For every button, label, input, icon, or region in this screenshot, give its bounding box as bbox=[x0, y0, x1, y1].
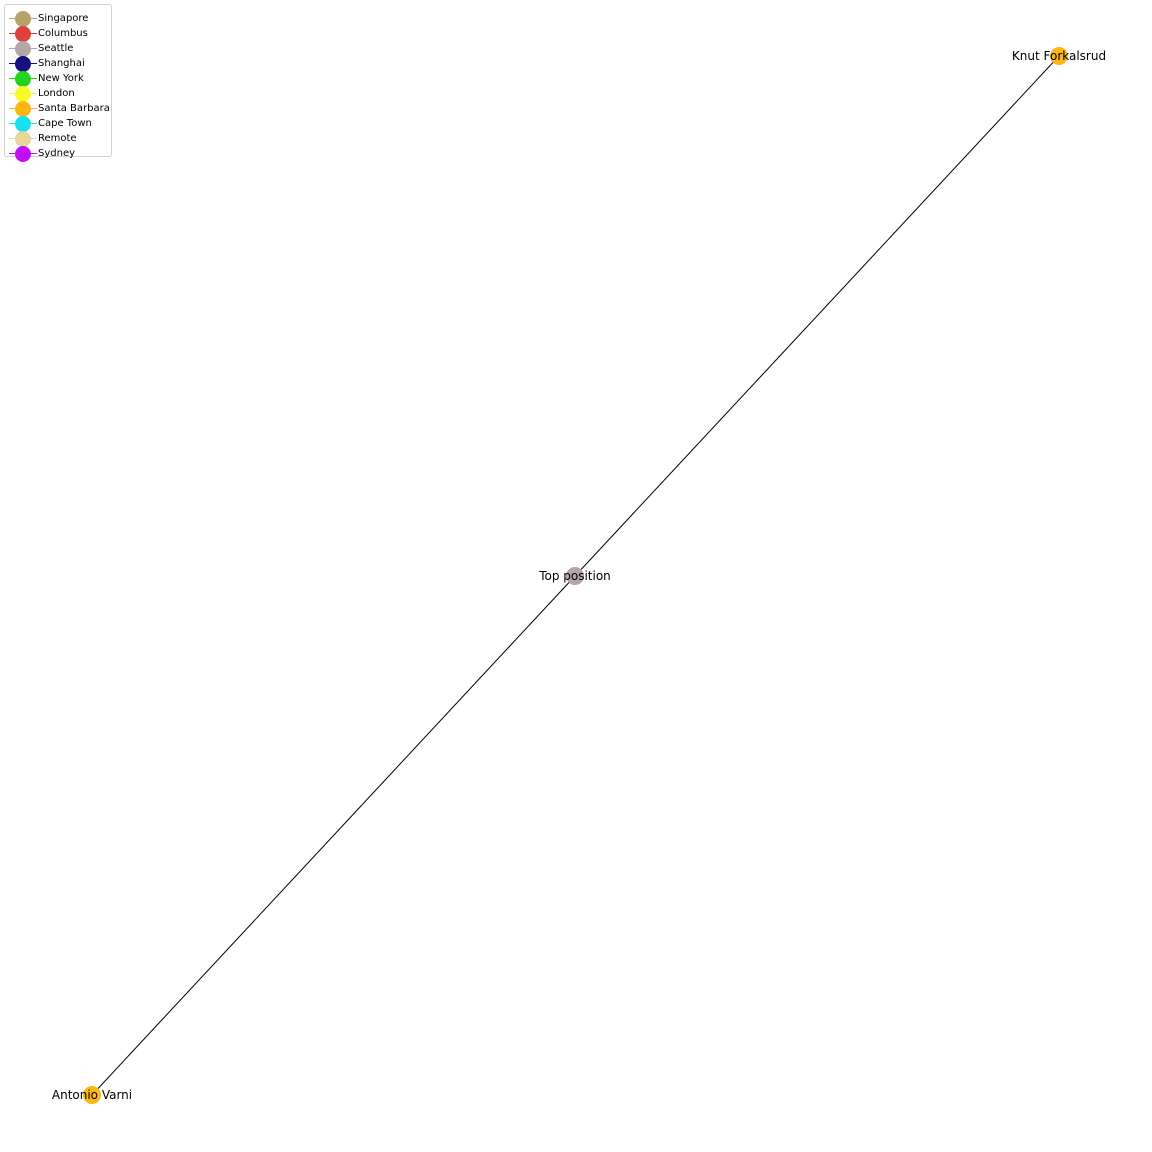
legend-item-remote: Remote bbox=[5, 131, 111, 147]
legend-label: Columbus bbox=[38, 28, 88, 39]
legend-marker-icon bbox=[15, 56, 31, 72]
legend-item-seattle: Seattle bbox=[5, 41, 111, 57]
legend-item-new-york: New York bbox=[5, 71, 111, 87]
legend-label: London bbox=[38, 88, 75, 99]
legend-marker-icon bbox=[15, 146, 31, 162]
node-top bbox=[566, 567, 584, 585]
legend-item-shanghai: Shanghai bbox=[5, 56, 111, 72]
legend-marker-icon bbox=[15, 131, 31, 147]
node-label-antonio: Antonio Varni bbox=[52, 1088, 132, 1102]
legend-marker-icon bbox=[15, 41, 31, 57]
legend-marker-icon bbox=[15, 11, 31, 27]
legend-marker-icon bbox=[15, 116, 31, 132]
node-label-top: Top position bbox=[538, 569, 611, 583]
legend-label: Cape Town bbox=[38, 118, 92, 129]
legend-label: Singapore bbox=[38, 13, 89, 24]
legend-item-singapore: Singapore bbox=[5, 11, 111, 27]
legend-item-london: London bbox=[5, 86, 111, 102]
edge-top-antonio bbox=[91, 575, 576, 1096]
legend-label: Shanghai bbox=[38, 58, 85, 69]
legend-label: Seattle bbox=[38, 43, 74, 54]
legend-label: Sydney bbox=[38, 148, 76, 159]
legend-item-sydney: Sydney bbox=[5, 146, 111, 162]
node-label-knut: Knut Forkalsrud bbox=[1012, 49, 1106, 63]
edge-top-knut bbox=[574, 55, 1060, 577]
legend-marker-icon bbox=[15, 71, 31, 87]
legend-item-santa-barbara: Santa Barbara bbox=[5, 101, 111, 117]
legend: Singapore Columbus Seattle Shanghai New … bbox=[4, 4, 112, 162]
labels-layer: Knut Forkalsrud Top position Antonio Varni bbox=[52, 49, 1106, 1102]
legend-marker-icon bbox=[15, 101, 31, 117]
legend-marker-icon bbox=[15, 86, 31, 102]
legend-marker-icon bbox=[15, 26, 31, 42]
legend-item-columbus: Columbus bbox=[5, 26, 111, 42]
legend-label: Remote bbox=[38, 133, 77, 144]
node-knut bbox=[1050, 47, 1068, 65]
legend-label: Santa Barbara bbox=[38, 103, 110, 114]
node-antonio bbox=[83, 1086, 101, 1104]
edges-layer bbox=[91, 55, 1060, 1096]
nodes-layer bbox=[83, 47, 1068, 1104]
legend-label: New York bbox=[38, 73, 84, 84]
legend-item-cape-town: Cape Town bbox=[5, 116, 111, 132]
